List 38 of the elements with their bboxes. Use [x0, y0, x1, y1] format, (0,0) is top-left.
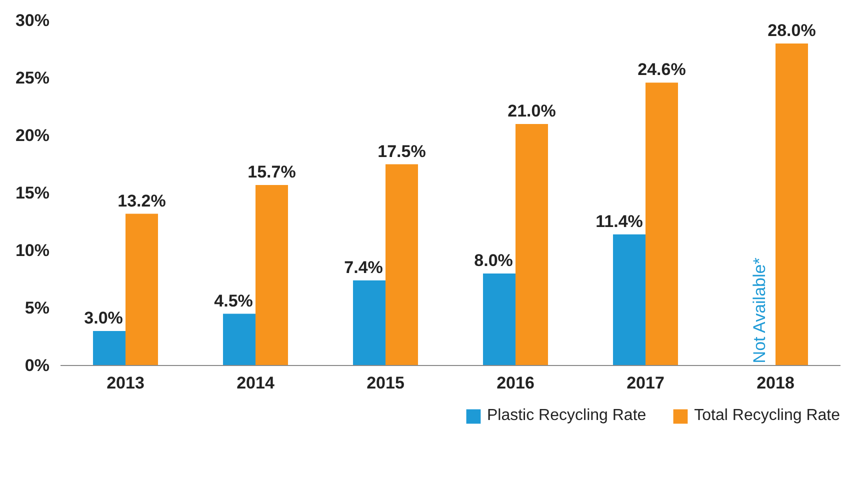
- y-tick-label: 25%: [15, 68, 50, 88]
- y-tick-label: 10%: [15, 241, 50, 260]
- data-label: 17.5%: [378, 142, 426, 161]
- data-label: 21.0%: [508, 102, 556, 121]
- bar: [776, 44, 808, 366]
- bar: [386, 164, 418, 366]
- data-label: 4.5%: [214, 291, 253, 310]
- bar: [126, 214, 158, 366]
- bar: [223, 314, 256, 366]
- y-tick-label: 20%: [15, 126, 50, 145]
- data-label: 28.0%: [768, 21, 816, 40]
- bar: [646, 82, 678, 366]
- y-tick-label: 0%: [24, 356, 50, 375]
- annotation: Not Available*: [750, 257, 769, 364]
- legend-label: Plastic Recycling Rate: [486, 407, 646, 425]
- data-label: 3.0%: [84, 308, 123, 328]
- data-label: 8.0%: [474, 251, 513, 270]
- data-label: 11.4%: [596, 212, 643, 231]
- y-tick-label: 15%: [15, 184, 50, 202]
- data-label: 7.4%: [344, 258, 383, 277]
- bar: [516, 124, 548, 366]
- x-tick-label: 2017: [626, 374, 664, 392]
- data-label: 15.7%: [248, 162, 296, 182]
- bar: [353, 280, 386, 366]
- bar: [483, 274, 516, 366]
- y-tick-label: 5%: [24, 298, 50, 318]
- x-tick-label: 2014: [236, 374, 275, 392]
- data-label: 24.6%: [638, 60, 686, 80]
- x-tick-label: 2016: [496, 374, 534, 392]
- data-label: 13.2%: [118, 191, 166, 210]
- bar: [256, 184, 288, 366]
- bar: [613, 234, 646, 366]
- y-tick-label: 30%: [15, 11, 50, 30]
- bar: [93, 331, 126, 366]
- x-tick-label: 2013: [106, 374, 144, 392]
- x-tick-label: 2018: [756, 374, 794, 392]
- legend-label: Total Recycling Rate: [694, 407, 840, 425]
- x-tick-label: 2015: [366, 374, 404, 392]
